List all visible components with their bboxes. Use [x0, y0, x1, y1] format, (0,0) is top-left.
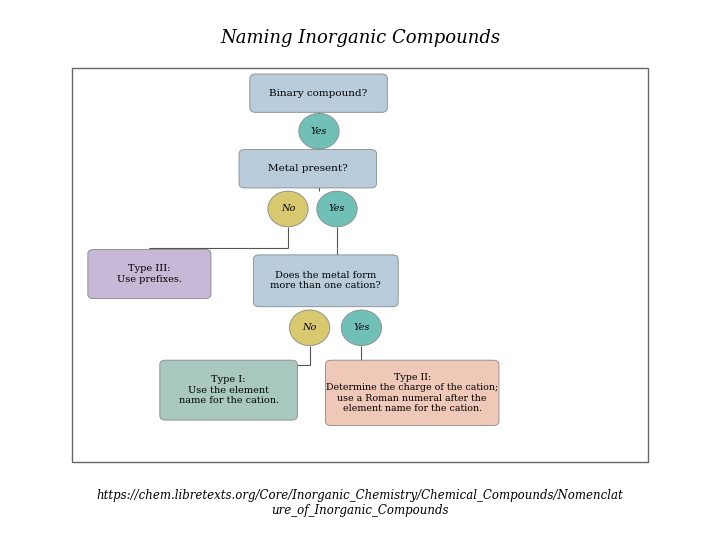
Text: Naming Inorganic Compounds: Naming Inorganic Compounds: [220, 29, 500, 47]
FancyBboxPatch shape: [325, 360, 499, 426]
Ellipse shape: [299, 113, 339, 149]
Text: No: No: [281, 205, 295, 213]
Text: Yes: Yes: [311, 127, 327, 136]
Text: https://chem.libretexts.org/Core/Inorganic_Chemistry/Chemical_Compounds/Nomencla: https://chem.libretexts.org/Core/Inorgan…: [96, 489, 624, 517]
FancyBboxPatch shape: [88, 249, 211, 299]
FancyBboxPatch shape: [239, 150, 377, 188]
Ellipse shape: [268, 191, 308, 227]
Ellipse shape: [289, 310, 330, 346]
Text: Type I:
Use the element
name for the cation.: Type I: Use the element name for the cat…: [179, 375, 279, 405]
Text: Type II:
Determine the charge of the cation;
use a Roman numeral after the
eleme: Type II: Determine the charge of the cat…: [326, 373, 498, 413]
FancyBboxPatch shape: [253, 255, 398, 307]
Text: Binary compound?: Binary compound?: [269, 89, 368, 98]
Text: Yes: Yes: [329, 205, 345, 213]
FancyBboxPatch shape: [160, 360, 297, 420]
Text: Does the metal form
more than one cation?: Does the metal form more than one cation…: [271, 271, 381, 291]
Text: No: No: [302, 323, 317, 332]
Ellipse shape: [317, 191, 357, 227]
FancyBboxPatch shape: [250, 74, 387, 112]
FancyBboxPatch shape: [72, 68, 648, 462]
Text: Metal present?: Metal present?: [268, 164, 348, 173]
Text: Yes: Yes: [354, 323, 369, 332]
Ellipse shape: [341, 310, 382, 346]
Text: Type III:
Use prefixes.: Type III: Use prefixes.: [117, 265, 182, 284]
